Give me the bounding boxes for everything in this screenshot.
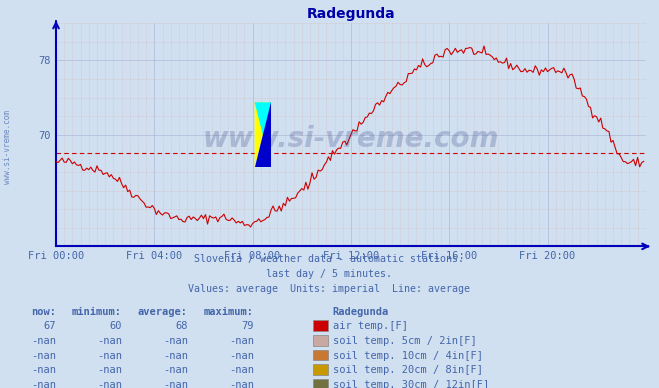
Text: soil temp. 30cm / 12in[F]: soil temp. 30cm / 12in[F] — [333, 380, 489, 388]
Text: maximum:: maximum: — [204, 307, 254, 317]
Text: -nan: -nan — [229, 351, 254, 361]
Text: -nan: -nan — [97, 336, 122, 346]
Text: -nan: -nan — [163, 351, 188, 361]
Text: average:: average: — [138, 307, 188, 317]
Text: 67: 67 — [43, 321, 56, 331]
Text: soil temp. 20cm / 8in[F]: soil temp. 20cm / 8in[F] — [333, 365, 483, 376]
Text: -nan: -nan — [229, 336, 254, 346]
Text: -nan: -nan — [163, 365, 188, 376]
Text: air temp.[F]: air temp.[F] — [333, 321, 408, 331]
Polygon shape — [254, 102, 271, 167]
Text: -nan: -nan — [97, 380, 122, 388]
Polygon shape — [254, 102, 271, 167]
Text: -nan: -nan — [31, 336, 56, 346]
Text: -nan: -nan — [31, 380, 56, 388]
Text: -nan: -nan — [163, 380, 188, 388]
Text: Values: average  Units: imperial  Line: average: Values: average Units: imperial Line: av… — [188, 284, 471, 294]
Text: now:: now: — [31, 307, 56, 317]
Polygon shape — [254, 102, 271, 167]
Text: -nan: -nan — [163, 336, 188, 346]
Text: -nan: -nan — [97, 365, 122, 376]
Text: soil temp. 5cm / 2in[F]: soil temp. 5cm / 2in[F] — [333, 336, 476, 346]
Text: -nan: -nan — [229, 365, 254, 376]
Text: -nan: -nan — [31, 365, 56, 376]
Title: Radegunda: Radegunda — [306, 7, 395, 21]
Text: 79: 79 — [241, 321, 254, 331]
Text: 68: 68 — [175, 321, 188, 331]
Text: last day / 5 minutes.: last day / 5 minutes. — [266, 269, 393, 279]
Text: -nan: -nan — [31, 351, 56, 361]
Text: soil temp. 10cm / 4in[F]: soil temp. 10cm / 4in[F] — [333, 351, 483, 361]
Text: -nan: -nan — [97, 351, 122, 361]
Text: 60: 60 — [109, 321, 122, 331]
Text: Slovenia / weather data - automatic stations.: Slovenia / weather data - automatic stat… — [194, 254, 465, 264]
Text: www.si-vreme.com: www.si-vreme.com — [203, 125, 499, 153]
Text: www.si-vreme.com: www.si-vreme.com — [3, 111, 13, 184]
Text: minimum:: minimum: — [72, 307, 122, 317]
Text: Radegunda: Radegunda — [333, 307, 389, 317]
Text: -nan: -nan — [229, 380, 254, 388]
